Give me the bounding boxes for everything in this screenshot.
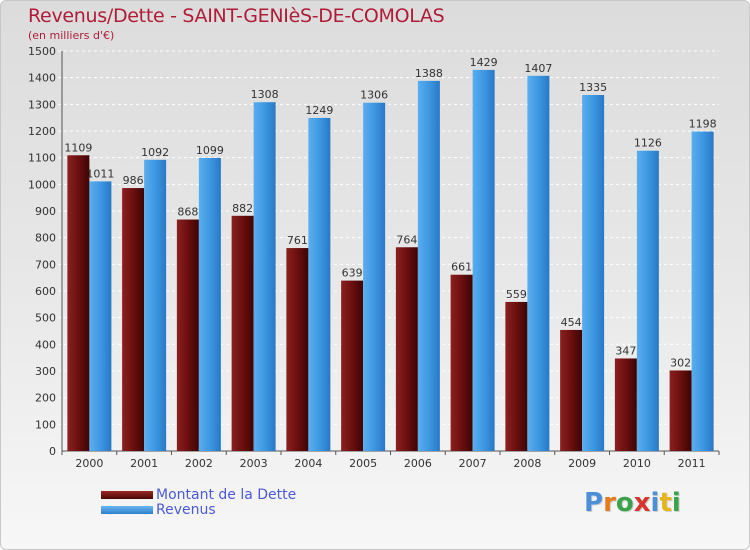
bar-dette-2008 [505,301,528,451]
data-label-revenus-2001: 1092 [141,146,169,159]
data-label-revenus-2002: 1099 [196,144,224,157]
bar-dette-2011 [669,370,692,451]
x-tick-label-2002: 2002 [185,457,213,470]
data-label-dette-2009: 454 [561,316,582,329]
bar-dette-2000 [67,155,90,451]
data-label-revenus-2011: 1198 [689,118,717,131]
y-tick-label-300: 300 [35,365,56,378]
legend-label-dette: Montant de la Dette [156,486,297,503]
legend-item-revenus: Revenus [101,501,296,518]
data-label-revenus-2005: 1306 [360,89,388,102]
y-tick-label-1200: 1200 [28,125,56,138]
y-tick-label-700: 700 [35,258,56,271]
x-tick-label-2008: 2008 [513,457,541,470]
bar-revenus-2004 [308,117,331,451]
y-tick-label-800: 800 [35,232,56,245]
chart-subtitle: (en milliers d'€) [28,29,115,42]
bar-revenus-2002 [198,157,221,451]
logo-letter: i [671,488,681,518]
y-tick-label-200: 200 [35,392,56,405]
legend-label-revenus: Revenus [156,501,216,518]
logo-letter: P [584,488,604,518]
y-tick-label-1000: 1000 [28,178,56,191]
data-label-revenus-2008: 1407 [524,62,552,75]
data-label-dette-2005: 639 [342,267,363,280]
bar-revenus-2006 [417,80,440,451]
data-label-dette-2001: 986 [123,174,144,187]
bar-dette-2002 [176,219,199,451]
y-tick-label-400: 400 [35,338,56,351]
data-label-revenus-2010: 1126 [634,137,662,150]
x-tick-label-2007: 2007 [459,457,487,470]
data-label-dette-2010: 347 [615,344,636,357]
data-label-dette-2011: 302 [670,356,691,369]
bar-dette-2007 [450,274,473,451]
x-tick-label-2001: 2001 [130,457,158,470]
x-tick-label-2003: 2003 [240,457,268,470]
chart-title: Revenus/Dette - SAINT-GENIèS-DE-COMOLAS [28,5,445,27]
logo-letter: r [603,488,616,518]
y-tick-label-0: 0 [49,445,56,458]
y-tick-label-100: 100 [35,418,56,431]
y-tick-label-1100: 1100 [28,152,56,165]
proxiti-logo: Proxiti [584,488,681,518]
x-tick-label-2010: 2010 [623,457,651,470]
bar-dette-2001 [122,188,145,452]
bar-dette-2004 [286,248,309,451]
data-label-dette-2002: 868 [177,206,198,219]
legend-item-dette: Montant de la Dette [101,486,297,503]
bar-dette-2009 [560,329,583,451]
data-label-dette-2007: 661 [451,261,472,274]
data-label-dette-2006: 764 [396,233,417,246]
x-tick-label-2004: 2004 [294,457,322,470]
legend-swatch-dette [101,490,153,499]
data-label-dette-2008: 559 [506,288,527,301]
bar-revenus-2007 [472,69,495,451]
logo-letter: i [650,488,660,518]
data-label-revenus-2009: 1335 [579,81,607,94]
bar-dette-2003 [231,215,254,451]
x-tick-label-2006: 2006 [404,457,432,470]
bar-revenus-2011 [691,131,714,452]
x-tick-label-2005: 2005 [349,457,377,470]
y-tick-label-1500: 1500 [28,45,56,58]
legend-swatch-revenus [101,505,153,514]
data-label-dette-2000: 1109 [64,141,92,154]
bar-dette-2010 [614,358,637,451]
bar-revenus-2000 [89,181,112,451]
bar-revenus-2001 [144,159,167,452]
legend: Montant de la Dette Revenus [101,486,297,518]
x-tick-label-2011: 2011 [678,457,706,470]
y-tick-label-600: 600 [35,285,56,298]
logo-letter: o [615,488,634,518]
x-tick-label-2009: 2009 [568,457,596,470]
bar-revenus-2005 [363,102,386,451]
data-label-dette-2004: 761 [287,234,308,247]
y-tick-label-500: 500 [35,312,56,325]
bar-revenus-2008 [527,75,550,452]
data-label-dette-2003: 882 [232,202,253,215]
y-tick-label-900: 900 [35,205,56,218]
data-label-revenus-2007: 1429 [470,56,498,69]
bar-dette-2005 [341,280,364,451]
data-label-revenus-2000: 1011 [86,167,114,180]
y-tick-label-1400: 1400 [28,72,56,85]
logo-letter: t [659,488,672,518]
x-tick-label-2000: 2000 [75,457,103,470]
y-tick-label-1300: 1300 [28,98,56,111]
data-label-revenus-2006: 1388 [415,67,443,80]
bar-revenus-2009 [582,95,605,451]
bar-revenus-2010 [636,150,659,451]
bar-dette-2006 [395,247,418,451]
logo-letter: x [633,488,651,518]
data-label-revenus-2003: 1308 [251,88,279,101]
bar-revenus-2003 [253,102,276,451]
data-label-revenus-2004: 1249 [305,104,333,117]
